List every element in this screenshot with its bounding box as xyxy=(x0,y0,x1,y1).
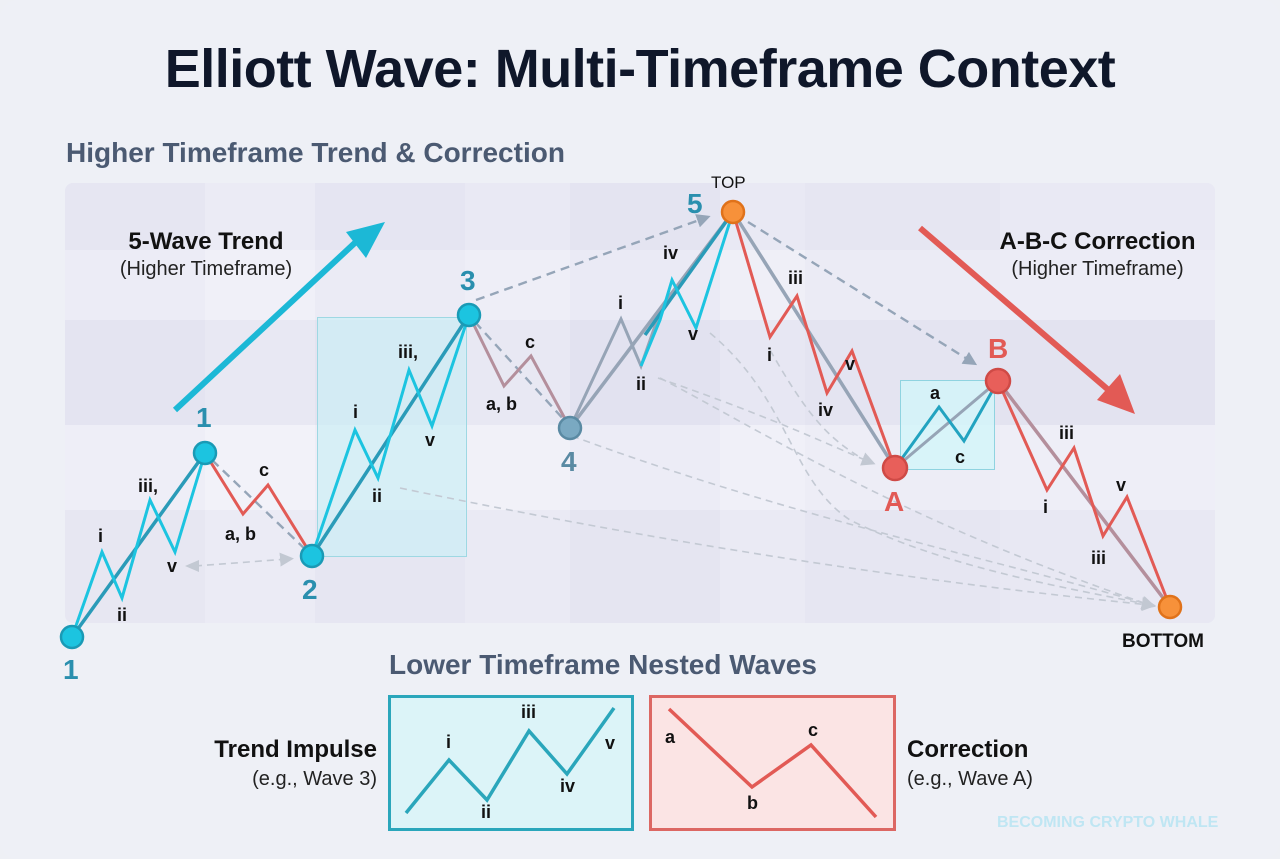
impulse-side-label: Trend Impulse (e.g., Wave 3) xyxy=(194,736,377,791)
w3-sub-v: v xyxy=(425,430,436,450)
trend-arrow xyxy=(172,237,361,413)
wA-sub-iii: iii xyxy=(788,268,804,288)
node-4 xyxy=(557,415,583,441)
wC-sub-iii-2: iii xyxy=(1091,548,1107,568)
wB-sub-a: a xyxy=(930,383,941,403)
lower-timeframe-title: Lower Timeframe Nested Waves xyxy=(389,649,817,680)
w3-sub-i: i xyxy=(353,402,359,422)
wA-sub-iv: iv xyxy=(818,400,834,420)
w1-sub-i: i xyxy=(98,526,104,546)
higher-timeframe-title: Higher Timeframe Trend & Correction xyxy=(66,137,565,168)
w5-sub-iv: iv xyxy=(663,243,679,263)
trend-heading-sub: (Higher Timeframe) xyxy=(119,258,293,280)
impulse-label-i: i xyxy=(446,732,452,752)
correction-label-b: b xyxy=(747,793,758,813)
label-node-4: 4 xyxy=(561,446,577,477)
impulse-mini-box xyxy=(388,695,634,831)
node-2 xyxy=(299,543,325,569)
w2-sub-c: c xyxy=(259,460,270,480)
node-1 xyxy=(192,440,218,466)
correction-mini-box xyxy=(649,695,896,831)
watermark: BECOMING CRYPTO WHALE xyxy=(997,814,1219,831)
w5-sub-ii: ii xyxy=(636,374,647,394)
w1-sub-ii: ii xyxy=(117,605,128,625)
correction-heading: A-B-C Correction (Higher Timeframe) xyxy=(975,228,1220,281)
node-B xyxy=(984,367,1012,395)
w4-sub-c: c xyxy=(525,332,536,352)
correction-label-c: c xyxy=(808,720,819,740)
correction-label-a: a xyxy=(665,727,676,747)
label-node-A: A xyxy=(884,486,905,517)
wB-sub-c: c xyxy=(955,447,966,467)
wC-sub-i: i xyxy=(1043,497,1049,517)
node-5-top xyxy=(720,199,746,225)
correction-side-label: Correction (e.g., Wave A) xyxy=(907,736,1033,791)
impulse-sub: (e.g., Wave 3) xyxy=(252,768,377,790)
correction-heading-text: A-B-C Correction xyxy=(999,228,1196,255)
w3-sub-iii: iii, xyxy=(398,342,419,362)
impulse-label-v: v xyxy=(605,733,616,753)
correction-heading-sub: (Higher Timeframe) xyxy=(1011,258,1184,280)
node-A xyxy=(881,454,909,482)
node-3 xyxy=(456,302,482,328)
label-node-B: B xyxy=(988,333,1009,364)
impulse-label-ii: ii xyxy=(481,802,492,822)
w1-sub-iii: iii, xyxy=(138,476,159,496)
impulse-heading: Trend Impulse xyxy=(214,736,377,763)
label-node-1: 1 xyxy=(196,402,212,433)
wA-sub-i: i xyxy=(767,345,773,365)
w2-sub-ab: a, b xyxy=(225,524,257,544)
label-node-5: 5 xyxy=(687,188,703,219)
label-node-start: 1 xyxy=(63,654,79,685)
w5-sub-v: v xyxy=(688,324,699,344)
impulse-label-iv: iv xyxy=(560,776,576,796)
page-title: Elliott Wave: Multi-Timeframe Context xyxy=(164,39,1116,99)
bottom-label: BOTTOM xyxy=(1122,631,1204,652)
wC-sub-iii: iii xyxy=(1059,423,1075,443)
wA-sub-v: v xyxy=(845,354,856,374)
trend-heading: 5-Wave Trend (Higher Timeframe) xyxy=(96,228,316,281)
w5-sub-i: i xyxy=(618,293,624,313)
node-bottom xyxy=(1157,594,1183,620)
w3-sub-ii: ii xyxy=(372,486,383,506)
w4-sub-ab: a, b xyxy=(486,394,518,414)
label-node-2: 2 xyxy=(302,574,318,605)
correction-heading-lower: Correction xyxy=(907,736,1029,763)
correction-arrow-head-icon xyxy=(1097,374,1135,414)
trend-arrow-head-icon xyxy=(346,222,385,258)
top-label: TOP xyxy=(711,173,746,192)
correction-arrow xyxy=(918,225,1114,396)
node-start xyxy=(59,624,85,650)
wC-sub-v: v xyxy=(1116,475,1127,495)
w1-sub-v: v xyxy=(167,556,178,576)
wave3-zoom-box xyxy=(317,317,467,557)
trend-heading-text: 5-Wave Trend xyxy=(128,228,284,255)
correction-sub-lower: (e.g., Wave A) xyxy=(907,768,1033,790)
impulse-label-iii: iii xyxy=(521,702,537,722)
label-node-3: 3 xyxy=(460,265,476,296)
higher-timeframe-panel xyxy=(65,183,1215,623)
